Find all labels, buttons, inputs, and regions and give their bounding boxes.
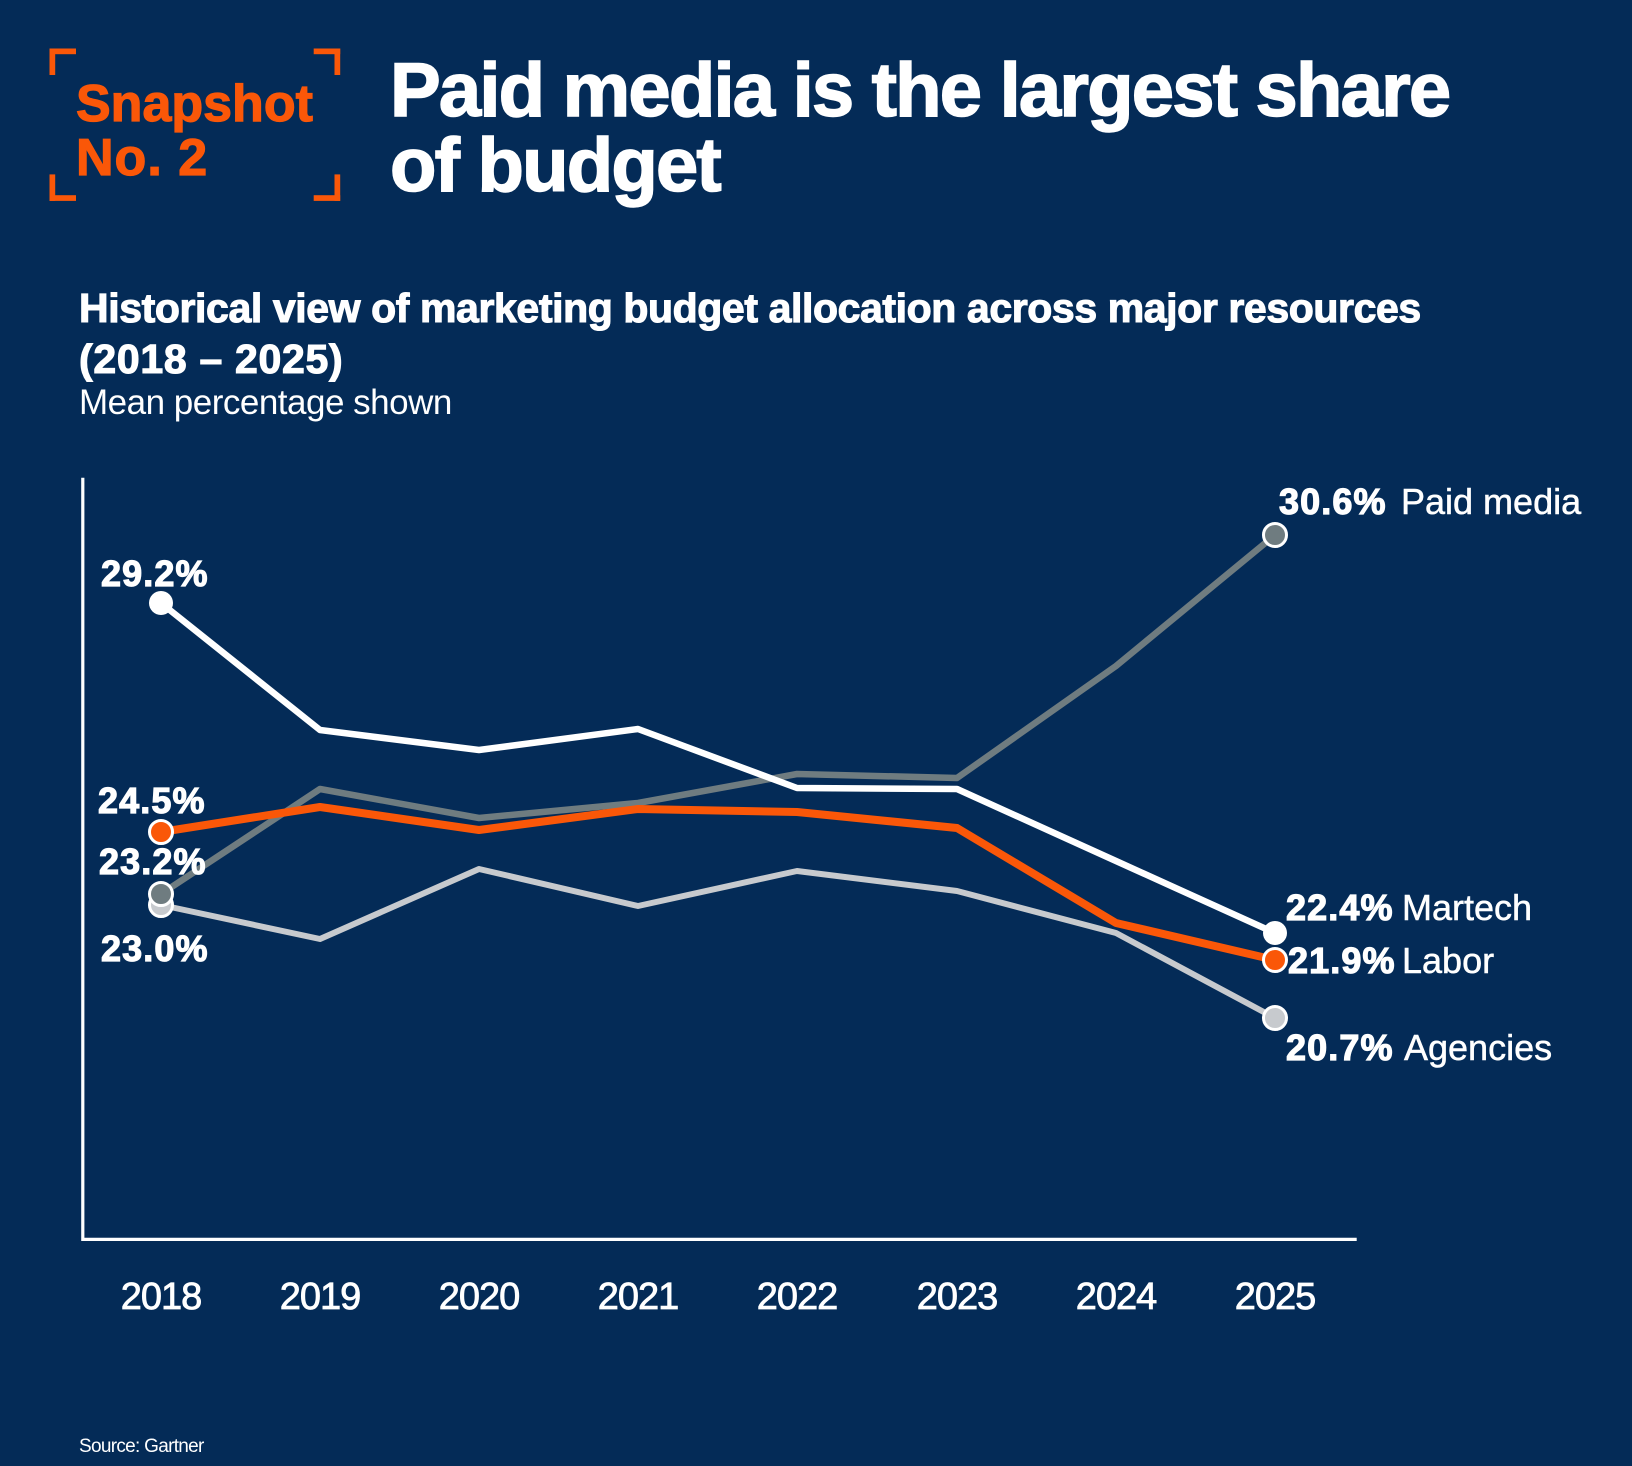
svg-text:Paid media: Paid media [1401,481,1582,522]
svg-text:23.0%: 23.0% [101,928,209,969]
svg-text:2022: 2022 [757,1276,838,1318]
svg-text:Martech: Martech [1402,887,1532,928]
svg-text:2021: 2021 [598,1276,679,1318]
svg-text:24.5%: 24.5% [98,780,206,821]
svg-text:(2018 – 2025): (2018 – 2025) [79,336,343,382]
svg-text:Agencies: Agencies [1404,1027,1552,1068]
svg-text:2019: 2019 [280,1276,361,1318]
svg-text:29.2%: 29.2% [101,553,209,594]
svg-text:Labor: Labor [1402,940,1494,981]
svg-text:2025: 2025 [1235,1276,1316,1318]
svg-text:2024: 2024 [1076,1276,1157,1318]
svg-text:No. 2: No. 2 [76,129,208,187]
svg-text:21.9%: 21.9% [1288,940,1396,981]
svg-text:Mean percentage shown: Mean percentage shown [79,383,452,422]
svg-text:Historical view of marketing b: Historical view of marketing budget allo… [79,285,1421,331]
svg-text:Paid media is the largest shar: Paid media is the largest share [390,48,1449,133]
svg-text:Snapshot: Snapshot [76,75,313,133]
svg-text:20.7%: 20.7% [1286,1027,1394,1068]
svg-text:30.6%: 30.6% [1279,481,1387,522]
svg-text:2023: 2023 [917,1276,998,1318]
svg-text:2020: 2020 [439,1276,520,1318]
svg-text:22.4%: 22.4% [1286,887,1394,928]
svg-text:of budget: of budget [390,123,721,208]
svg-text:23.2%: 23.2% [99,841,207,882]
svg-text:Source: Gartner: Source: Gartner [79,1436,205,1457]
svg-text:2018: 2018 [121,1276,202,1318]
